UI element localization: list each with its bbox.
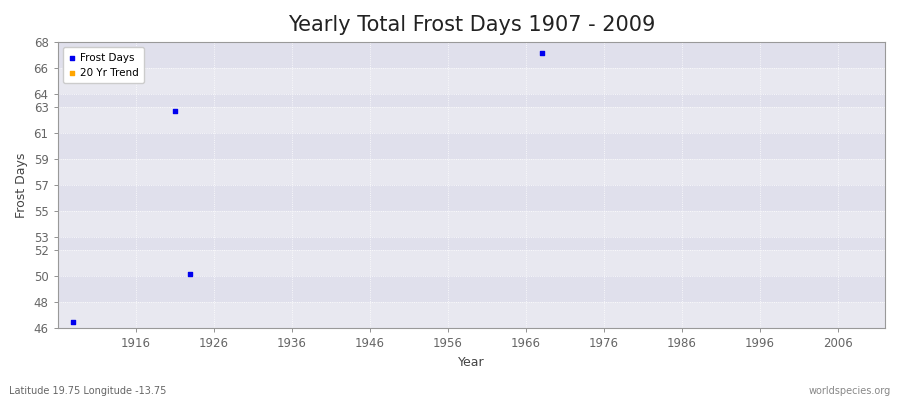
Bar (58, 185, 885, 211)
Bar (58, 211, 885, 237)
Frost Days (183, 270, 197, 277)
Bar (58, 250, 885, 276)
X-axis label: Year: Year (458, 356, 484, 369)
Bar (58, 94, 885, 107)
Legend: Frost Days, 20 Yr Trend: Frost Days, 20 Yr Trend (63, 47, 145, 83)
Title: Yearly Total Frost Days 1907 - 2009: Yearly Total Frost Days 1907 - 2009 (288, 15, 655, 35)
Frost Days (66, 319, 80, 325)
Text: worldspecies.org: worldspecies.org (809, 386, 891, 396)
Bar (58, 237, 885, 250)
Frost Days (535, 49, 549, 56)
Bar (58, 159, 885, 185)
Y-axis label: Frost Days: Frost Days (15, 152, 28, 218)
Frost Days (167, 108, 182, 114)
Bar (58, 107, 885, 133)
Bar (58, 302, 885, 328)
Text: Latitude 19.75 Longitude -13.75: Latitude 19.75 Longitude -13.75 (9, 386, 166, 396)
Bar (58, 133, 885, 159)
Bar (58, 276, 885, 302)
Bar (58, 68, 885, 94)
Bar (58, 42, 885, 68)
